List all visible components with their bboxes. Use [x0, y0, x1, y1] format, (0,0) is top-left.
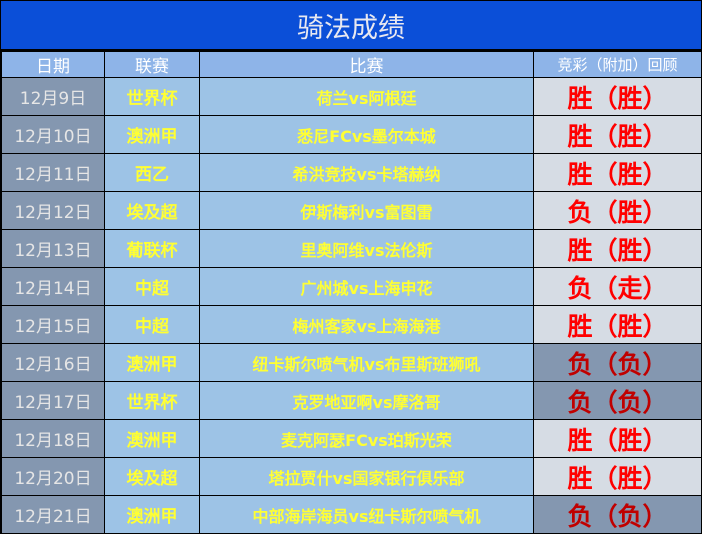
- league-cell: 中超: [104, 267, 200, 306]
- result-cell: 负（走）: [533, 267, 702, 306]
- league-cell: 葡联杯: [104, 229, 200, 268]
- league-cell: 西乙: [104, 153, 200, 192]
- match-cell: 麦克阿瑟FCvs珀斯光荣: [199, 419, 534, 458]
- results-table: 日期 联赛 比赛 竞彩（附加）回顾 12月9日 世界杯 荷兰vs阿根廷 胜（胜） 12月…: [1, 51, 702, 534]
- league-cell: 埃及超: [104, 191, 200, 230]
- header-match: 比赛: [199, 51, 534, 78]
- match-cell: 广州城vs上海申花: [199, 267, 534, 306]
- result-cell: 胜（胜）: [533, 77, 702, 116]
- result-cell: 负（负）: [533, 495, 702, 534]
- league-cell: 世界杯: [104, 381, 200, 420]
- result-cell: 负（胜）: [533, 191, 702, 230]
- result-cell: 胜（胜）: [533, 305, 702, 344]
- league-cell: 中超: [104, 305, 200, 344]
- result-cell: 胜（胜）: [533, 115, 702, 154]
- match-cell: 悉尼FCvs墨尔本城: [199, 115, 534, 154]
- match-cell: 塔拉贾什vs国家银行俱乐部: [199, 457, 534, 496]
- league-cell: 埃及超: [104, 457, 200, 496]
- match-cell: 里奥阿维vs法伦斯: [199, 229, 534, 268]
- date-cell: 12月10日: [1, 115, 105, 154]
- table-row: 12月20日 埃及超 塔拉贾什vs国家银行俱乐部 胜（胜）: [1, 457, 702, 496]
- date-cell: 12月18日: [1, 419, 105, 458]
- result-cell: 胜（胜）: [533, 457, 702, 496]
- league-cell: 澳洲甲: [104, 115, 200, 154]
- date-cell: 12月12日: [1, 191, 105, 230]
- table-row: 12月15日 中超 梅州客家vs上海海港 胜（胜）: [1, 305, 702, 344]
- league-cell: 澳洲甲: [104, 495, 200, 534]
- header-row: 日期 联赛 比赛 竞彩（附加）回顾: [1, 51, 702, 78]
- table-row: 12月12日 埃及超 伊斯梅利vs富图雷 负（胜）: [1, 191, 702, 230]
- result-cell: 胜（胜）: [533, 229, 702, 268]
- table-row: 12月10日 澳洲甲 悉尼FCvs墨尔本城 胜（胜）: [1, 115, 702, 154]
- table-row: 12月11日 西乙 希洪竞技vs卡塔赫纳 胜（胜）: [1, 153, 702, 192]
- date-cell: 12月20日: [1, 457, 105, 496]
- header-result: 竞彩（附加）回顾: [533, 51, 702, 78]
- match-cell: 中部海岸海员vs纽卡斯尔喷气机: [199, 495, 534, 534]
- league-cell: 澳洲甲: [104, 343, 200, 382]
- match-cell: 克罗地亚啊vs摩洛哥: [199, 381, 534, 420]
- match-cell: 荷兰vs阿根廷: [199, 77, 534, 116]
- result-cell: 胜（胜）: [533, 419, 702, 458]
- date-cell: 12月15日: [1, 305, 105, 344]
- result-cell: 胜（胜）: [533, 153, 702, 192]
- date-cell: 12月14日: [1, 267, 105, 306]
- table-row: 12月17日 世界杯 克罗地亚啊vs摩洛哥 负（负）: [1, 381, 702, 420]
- match-cell: 纽卡斯尔喷气机vs布里斯班狮吼: [199, 343, 534, 382]
- result-cell: 负（负）: [533, 381, 702, 420]
- header-league: 联赛: [104, 51, 200, 78]
- header-date: 日期: [1, 51, 105, 78]
- table-row: 12月18日 澳洲甲 麦克阿瑟FCvs珀斯光荣 胜（胜）: [1, 419, 702, 458]
- date-cell: 12月13日: [1, 229, 105, 268]
- match-cell: 希洪竞技vs卡塔赫纳: [199, 153, 534, 192]
- league-cell: 澳洲甲: [104, 419, 200, 458]
- league-cell: 世界杯: [104, 77, 200, 116]
- table-row: 12月21日 澳洲甲 中部海岸海员vs纽卡斯尔喷气机 负（负）: [1, 495, 702, 534]
- table-row: 12月9日 世界杯 荷兰vs阿根廷 胜（胜）: [1, 77, 702, 116]
- match-cell: 伊斯梅利vs富图雷: [199, 191, 534, 230]
- page-title: 骑法成绩: [1, 1, 701, 51]
- date-cell: 12月16日: [1, 343, 105, 382]
- date-cell: 12月17日: [1, 381, 105, 420]
- table-row: 12月14日 中超 广州城vs上海申花 负（走）: [1, 267, 702, 306]
- match-cell: 梅州客家vs上海海港: [199, 305, 534, 344]
- table-row: 12月16日 澳洲甲 纽卡斯尔喷气机vs布里斯班狮吼 负（负）: [1, 343, 702, 382]
- date-cell: 12月21日: [1, 495, 105, 534]
- date-cell: 12月9日: [1, 77, 105, 116]
- result-cell: 负（负）: [533, 343, 702, 382]
- table-row: 12月13日 葡联杯 里奥阿维vs法伦斯 胜（胜）: [1, 229, 702, 268]
- date-cell: 12月11日: [1, 153, 105, 192]
